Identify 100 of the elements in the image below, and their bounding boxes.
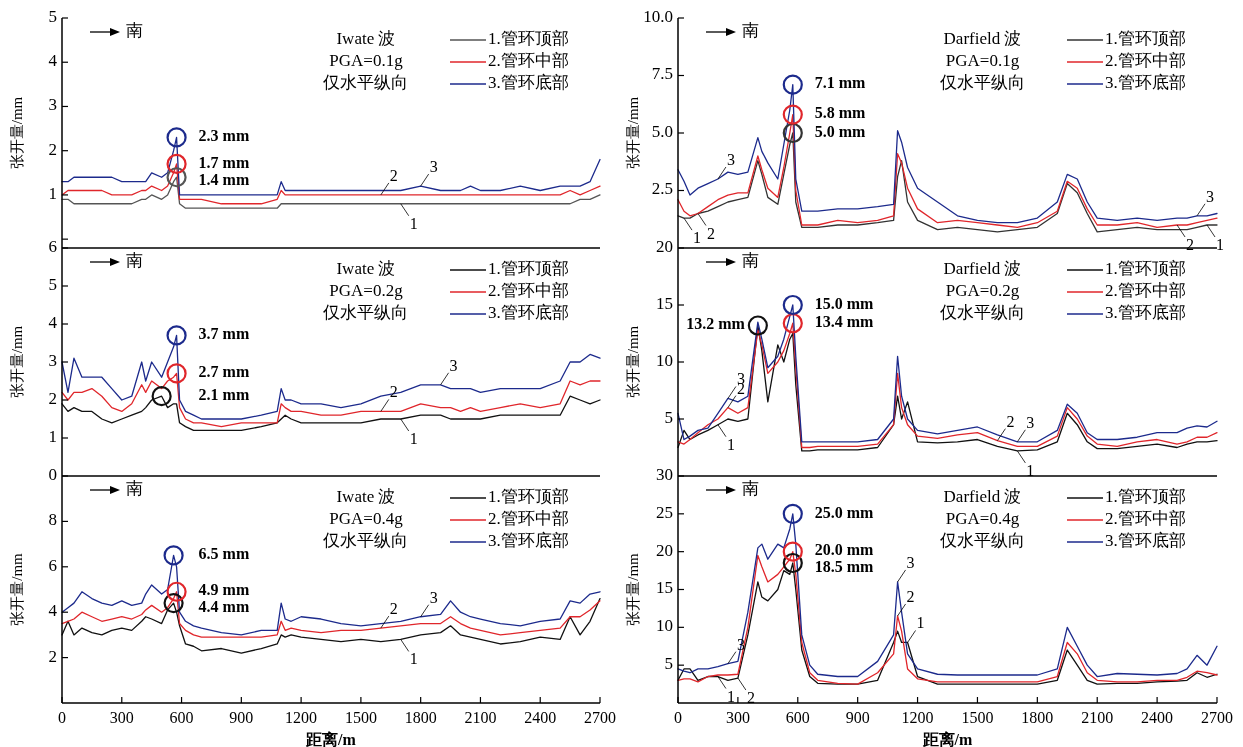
y-axis-title: 张开量/mm xyxy=(9,552,25,626)
annotation: Iwate 波 xyxy=(336,486,396,506)
annotation: 南 xyxy=(126,250,143,270)
annotation: 1 xyxy=(409,214,418,232)
x-tick-label: 2400 xyxy=(524,709,557,726)
annotation: 2.3 mm xyxy=(198,127,250,145)
annotation: 13.4 mm xyxy=(814,312,875,330)
x-tick-label: 900 xyxy=(845,709,870,726)
legend-label: 2.管环中部 xyxy=(1105,280,1186,300)
legend-label: 3.管环底部 xyxy=(1105,72,1186,92)
annotation: 仅水平纵向 xyxy=(940,72,1026,92)
y-axis-title: 张开量/mm xyxy=(625,325,641,399)
annotation: 3 xyxy=(906,553,915,571)
legend-label: 3.管环底部 xyxy=(488,530,569,550)
annotation: 2.7 mm xyxy=(198,363,250,381)
legend-label: 2.管环中部 xyxy=(1105,508,1186,528)
y-tick-label: 15 xyxy=(656,293,673,313)
y-tick-label: 0 xyxy=(48,464,57,484)
y-tick-label: 5 xyxy=(664,407,673,427)
y-tick-label: 10.0 xyxy=(643,6,673,26)
x-tick-label: 1500 xyxy=(961,709,994,726)
x-tick-label: 2100 xyxy=(1081,709,1114,726)
annotation: 1.7 mm xyxy=(198,153,250,171)
legend-label: 1.管环顶部 xyxy=(1105,28,1186,48)
y-tick-label: 6 xyxy=(48,236,57,256)
y-axis-title: 张开量/mm xyxy=(9,96,25,170)
annotation: 1 xyxy=(1026,461,1035,479)
annotation: PGA=0.4g xyxy=(945,508,1020,528)
annotation: 1 xyxy=(726,435,735,453)
annotation: 仅水平纵向 xyxy=(940,302,1026,322)
annotation: 5.8 mm xyxy=(814,104,867,122)
legend-label: 3.管环底部 xyxy=(488,302,569,322)
y-tick-label: 2 xyxy=(48,139,57,159)
annotation: Darfield 波 xyxy=(943,28,1022,48)
y-tick-label: 20 xyxy=(656,236,673,256)
y-tick-label: 3 xyxy=(48,95,57,115)
legend-label: 1.管环顶部 xyxy=(488,486,569,506)
annotation: 1 xyxy=(916,614,925,632)
y-tick-label: 5 xyxy=(48,6,57,26)
annotation: 3 xyxy=(429,158,438,176)
annotation: 20.0 mm xyxy=(814,541,875,559)
x-tick-label: 1500 xyxy=(344,709,377,726)
annotation: 仅水平纵向 xyxy=(323,72,409,92)
x-axis-title: 距离/m xyxy=(305,730,357,747)
annotation: 仅水平纵向 xyxy=(323,302,409,322)
y-tick-label: 5 xyxy=(664,654,673,674)
annotation: PGA=0.1g xyxy=(945,50,1020,70)
annotation: 仅水平纵向 xyxy=(323,530,409,550)
annotation: 2 xyxy=(706,224,715,242)
y-tick-label: 25 xyxy=(656,502,673,522)
y-tick-label: 7.5 xyxy=(651,64,673,84)
annotation: 2 xyxy=(906,587,915,605)
legend-label: 1.管环顶部 xyxy=(1105,258,1186,278)
annotation: 4.4 mm xyxy=(198,598,250,616)
y-tick-label: 1 xyxy=(48,183,57,203)
annotation: PGA=0.1g xyxy=(329,50,404,70)
y-tick-label: 8 xyxy=(48,510,57,530)
annotation: 3 xyxy=(726,151,735,168)
x-axis-title: 距离/m xyxy=(921,730,974,747)
annotation: 6.5 mm xyxy=(198,545,250,563)
x-tick-label: 2100 xyxy=(464,709,497,726)
annotation: 南 xyxy=(742,250,759,270)
x-tick-label: 300 xyxy=(725,709,750,726)
annotation: 南 xyxy=(126,478,143,498)
annotation: 7.1 mm xyxy=(814,74,867,92)
y-tick-label: 5.0 xyxy=(651,121,673,141)
y-tick-label: 15 xyxy=(656,578,673,598)
annotation: 3 xyxy=(449,356,458,374)
annotation: 1 xyxy=(409,650,418,668)
legend-label: 3.管环底部 xyxy=(488,72,569,92)
annotation: 1 xyxy=(726,687,735,705)
annotation: 南 xyxy=(742,478,759,498)
annotation: 南 xyxy=(126,20,143,40)
y-tick-label: 6 xyxy=(48,555,57,575)
annotation: PGA=0.4g xyxy=(329,508,404,528)
annotation: Iwate 波 xyxy=(336,28,396,48)
x-tick-label: 2400 xyxy=(1141,709,1174,726)
annotation: Iwate 波 xyxy=(336,258,396,278)
annotation: Darfield 波 xyxy=(943,258,1022,278)
annotation: 3 xyxy=(1026,413,1035,431)
y-tick-label: 1 xyxy=(48,426,57,446)
annotation: 1 xyxy=(1216,236,1225,253)
y-tick-label: 10 xyxy=(656,616,673,636)
y-axis-title: 张开量/mm xyxy=(625,96,641,170)
annotation: Darfield 波 xyxy=(943,486,1022,506)
annotation: 4.9 mm xyxy=(198,581,250,599)
y-tick-label: 2 xyxy=(48,388,57,408)
x-tick-label: 600 xyxy=(785,709,810,726)
y-tick-label: 10 xyxy=(656,350,673,370)
x-tick-label: 1200 xyxy=(901,709,934,726)
x-tick-label: 300 xyxy=(109,709,134,726)
y-axis-title: 张开量/mm xyxy=(9,325,25,399)
annotation: 3 xyxy=(1206,187,1215,205)
x-tick-label: 1800 xyxy=(404,709,437,726)
y-axis-title: 张开量/mm xyxy=(625,552,641,626)
annotation: PGA=0.2g xyxy=(945,280,1020,300)
annotation: 25.0 mm xyxy=(814,503,875,521)
annotation: 3 xyxy=(429,588,438,606)
annotation: 1 xyxy=(692,229,701,247)
y-tick-label: 2.5 xyxy=(651,179,673,199)
